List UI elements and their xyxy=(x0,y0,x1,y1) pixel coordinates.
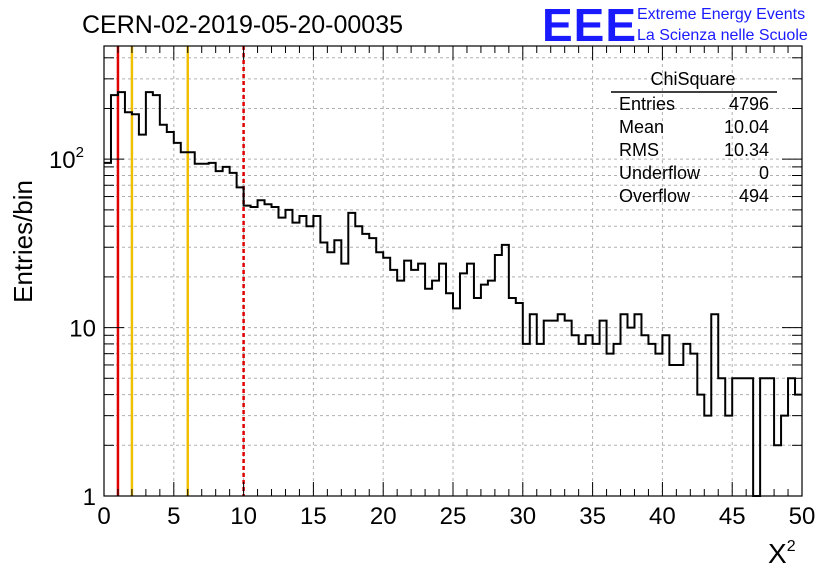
stats-row: Entries 4796 xyxy=(619,94,769,114)
y-tick-labels: 1 10 102 xyxy=(49,144,96,511)
svg-text:Underflow: Underflow xyxy=(619,163,701,183)
stats-row: RMS 10.34 xyxy=(619,140,769,160)
y-tick-label: 10 xyxy=(69,316,96,343)
stats-row: Overflow 494 xyxy=(619,186,769,206)
x-tick-label: 10 xyxy=(230,503,257,530)
x-tick-label: 30 xyxy=(509,503,536,530)
grid-lines xyxy=(104,46,802,496)
stats-title: ChiSquare xyxy=(650,69,735,89)
svg-text:Overflow: Overflow xyxy=(619,186,691,206)
x-axis-label: X2 xyxy=(768,538,796,569)
svg-text:RMS: RMS xyxy=(619,140,659,160)
histogram-step-line xyxy=(104,91,802,497)
x-tick-label: 50 xyxy=(789,503,816,530)
stats-box: ChiSquare Entries 4796 Mean 10.04 RMS 10… xyxy=(611,69,777,206)
y-tick-label: 1 xyxy=(83,484,96,511)
stats-row: Underflow 0 xyxy=(619,163,769,183)
y-axis-label: Entries/bin xyxy=(8,180,38,303)
x-tick-label: 15 xyxy=(300,503,327,530)
svg-text:494: 494 xyxy=(739,186,769,206)
svg-text:10.34: 10.34 xyxy=(724,140,769,160)
org-line-1: Extreme Energy Events xyxy=(637,6,805,23)
axis-ticks xyxy=(103,46,803,496)
x-tick-label: 20 xyxy=(370,503,397,530)
x-tick-labels: 0 5 10 15 20 25 30 35 40 45 50 xyxy=(97,503,815,530)
x-tick-label: 25 xyxy=(440,503,467,530)
x-tick-label: 5 xyxy=(167,503,180,530)
run-title: CERN-02-2019-05-20-00035 xyxy=(82,11,403,39)
x-tick-label: 0 xyxy=(97,503,110,530)
org-line-2: La Scienza nelle Scuole xyxy=(637,27,808,44)
x-tick-label: 45 xyxy=(719,503,746,530)
svg-text:Mean: Mean xyxy=(619,117,664,137)
y-tick-label: 102 xyxy=(49,144,84,174)
x-tick-label: 40 xyxy=(649,503,676,530)
svg-text:Entries: Entries xyxy=(619,94,675,114)
stats-row: Mean 10.04 xyxy=(619,117,769,137)
svg-text:4796: 4796 xyxy=(729,94,769,114)
svg-text:10.04: 10.04 xyxy=(724,117,769,137)
x-tick-label: 35 xyxy=(579,503,606,530)
vertical-cut-lines xyxy=(116,46,245,496)
svg-text:0: 0 xyxy=(759,163,769,183)
eee-logo: EEE xyxy=(542,0,637,51)
